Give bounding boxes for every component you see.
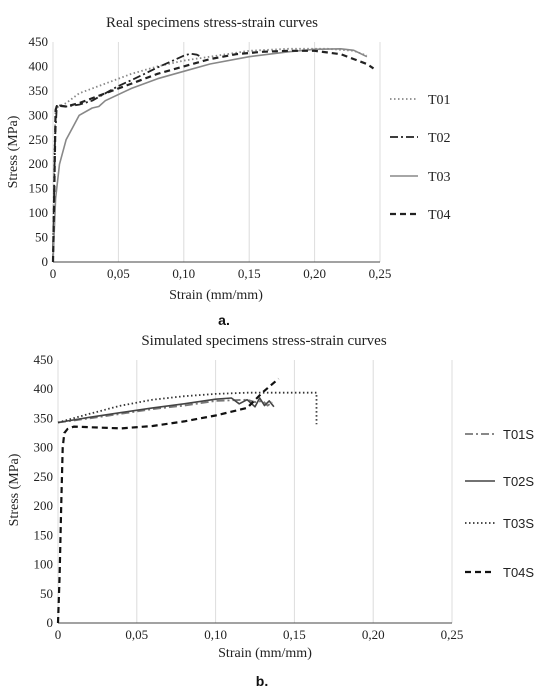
chart-a-y-tick-label: 100 [29, 205, 49, 220]
chart-a-y-tick-label: 400 [29, 58, 49, 73]
chart-a-caption: a. [218, 312, 230, 328]
series-line-t02s [57, 397, 275, 424]
chart-b-x-tick-label: 0,25 [441, 627, 464, 642]
chart-a-y-tick-label: 150 [29, 181, 49, 196]
legend-label-t01s: T01S [503, 427, 534, 442]
chart-b-y-tick-label: 350 [34, 410, 54, 425]
chart-b-y-tick-label: 200 [34, 498, 54, 513]
chart-a-y-tick-label: 450 [29, 34, 49, 49]
chart-b-x-axis-label: Strain (mm/mm) [218, 646, 312, 661]
chart-b-simulated-specimens: Simulated specimens stress-strain curves… [7, 333, 534, 689]
chart-a-x-tick-label: 0,05 [107, 266, 130, 281]
series-line-t04s [56, 377, 280, 624]
chart-b-y-tick-label: 400 [34, 381, 54, 396]
series-line-t03s [57, 391, 318, 425]
chart-b-x-tick-label: 0,15 [283, 627, 306, 642]
chart-a-y-tick-label: 50 [35, 230, 48, 245]
legend-label-t03: T03 [428, 170, 451, 185]
chart-b-y-tick-label: 100 [34, 557, 54, 572]
chart-a-x-tick-label: 0,20 [303, 266, 326, 281]
chart-a-y-axis-label: Stress (MPa) [6, 115, 21, 188]
chart-b-grid [57, 360, 453, 623]
chart-a-x-tick-label: 0,10 [172, 266, 195, 281]
chart-b-y-tick-label: 300 [34, 440, 54, 455]
legend-label-t02: T02 [428, 131, 451, 146]
chart-a-real-specimens: Real specimens stress-strain curves 0 50 1… [6, 15, 451, 328]
chart-a-grid [52, 42, 381, 262]
series-line-t03 [52, 48, 368, 263]
series-line-t01 [52, 47, 368, 263]
chart-a-x-ticks: 0 0,05 0,10 0,15 0,20 0,25 [50, 266, 392, 281]
legend-label-t03s: T03S [503, 516, 534, 531]
chart-b-y-ticks: 0 50 100 150 200 250 300 350 400 450 [34, 352, 54, 630]
chart-b-x-ticks: 0 0,05 0,10 0,15 0,20 0,25 [55, 627, 464, 642]
legend-label-t01: T01 [428, 93, 451, 108]
chart-b-x-tick-label: 0,05 [125, 627, 148, 642]
chart-b-x-tick-label: 0 [55, 627, 62, 642]
chart-a-x-tick-label: 0,15 [238, 266, 261, 281]
legend-label-t02s: T02S [503, 474, 534, 489]
chart-a-x-axis-label: Strain (mm/mm) [169, 288, 263, 303]
chart-b-caption: b. [256, 673, 268, 689]
chart-b-title: Simulated specimens stress-strain curves [141, 333, 387, 349]
series-line-t04 [51, 49, 375, 263]
chart-b-series [56, 377, 318, 624]
chart-a-y-tick-label: 200 [29, 156, 49, 171]
chart-b-y-tick-label: 150 [34, 527, 54, 542]
legend-label-t04s: T04S [503, 565, 534, 580]
chart-a-title: Real specimens stress-strain curves [106, 15, 318, 31]
chart-a-y-tick-label: 300 [29, 107, 49, 122]
chart-a-y-tick-label: 0 [42, 254, 49, 269]
chart-b-x-tick-label: 0,20 [362, 627, 385, 642]
series-line-t01s [57, 398, 273, 424]
chart-a-x-tick-label: 0 [50, 266, 57, 281]
chart-a-legend: T01 T02 T03 T04 [390, 93, 451, 223]
chart-b-y-tick-label: 250 [34, 469, 54, 484]
chart-a-y-tick-label: 350 [29, 83, 49, 98]
chart-a-series [51, 47, 375, 263]
chart-a-y-ticks: 0 50 100 150 200 250 300 350 400 450 [29, 34, 49, 269]
series-line-t02 [52, 52, 202, 263]
chart-b-y-tick-label: 450 [34, 352, 54, 367]
chart-b-y-tick-label: 0 [47, 615, 54, 630]
chart-b-y-tick-label: 50 [40, 586, 53, 601]
chart-a-x-tick-label: 0,25 [369, 266, 392, 281]
chart-a-y-tick-label: 250 [29, 132, 49, 147]
chart-b-y-axis-label: Stress (MPa) [7, 453, 22, 526]
legend-label-t04: T04 [428, 208, 451, 223]
chart-b-legend: T01S T02S T03S T04S [465, 427, 534, 580]
chart-b-x-tick-label: 0,10 [204, 627, 227, 642]
